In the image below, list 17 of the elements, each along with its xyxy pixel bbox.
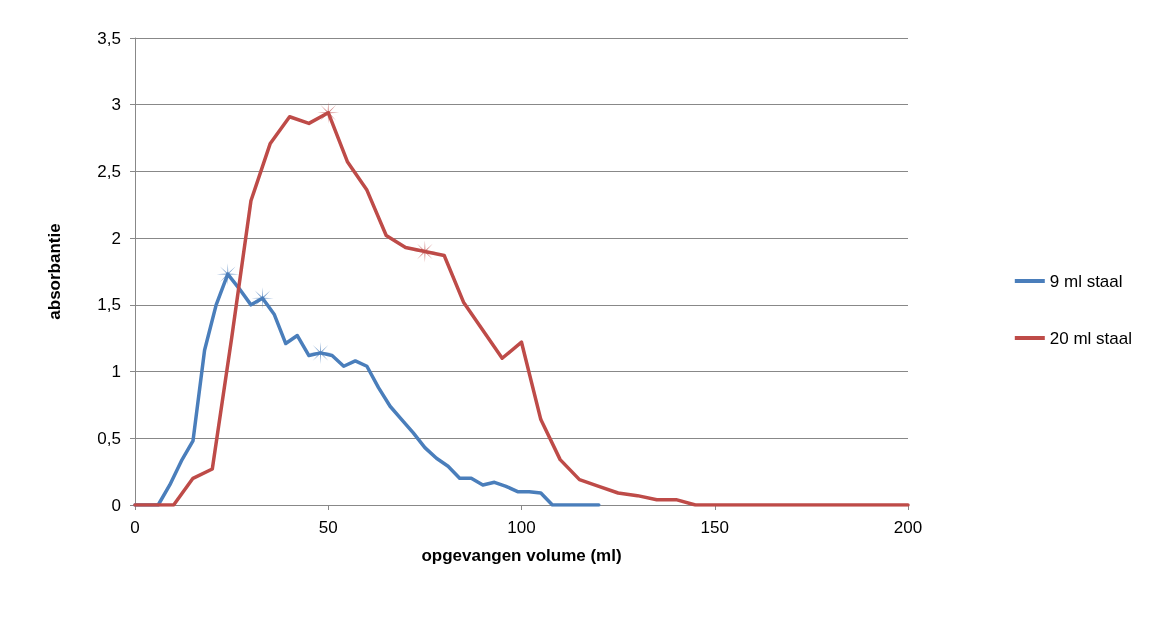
y-tick-label: 0,5 [97, 428, 121, 448]
y-tick-label: 3,5 [97, 28, 121, 48]
y-tick-label: 1 [111, 362, 121, 382]
y-tick-label: 3 [111, 95, 121, 115]
x-tick-label: 100 [507, 518, 536, 537]
y-tick-label: 2,5 [97, 161, 121, 181]
x-tick-label: 150 [700, 518, 729, 537]
x-axis-title: opgevangen volume (ml) [421, 546, 622, 565]
legend-label: 20 ml staal [1049, 328, 1132, 348]
y-tick-label: 2 [111, 228, 121, 248]
legend-label: 9 ml staal [1049, 271, 1123, 291]
x-tick-label: 200 [893, 518, 923, 537]
x-tick-label: 0 [130, 518, 140, 537]
y-tick-label: 1,5 [97, 295, 121, 315]
x-tick-label: 50 [318, 518, 338, 537]
y-tick-label: 0 [111, 495, 121, 515]
y-axis-title: absorbantie [45, 223, 64, 320]
